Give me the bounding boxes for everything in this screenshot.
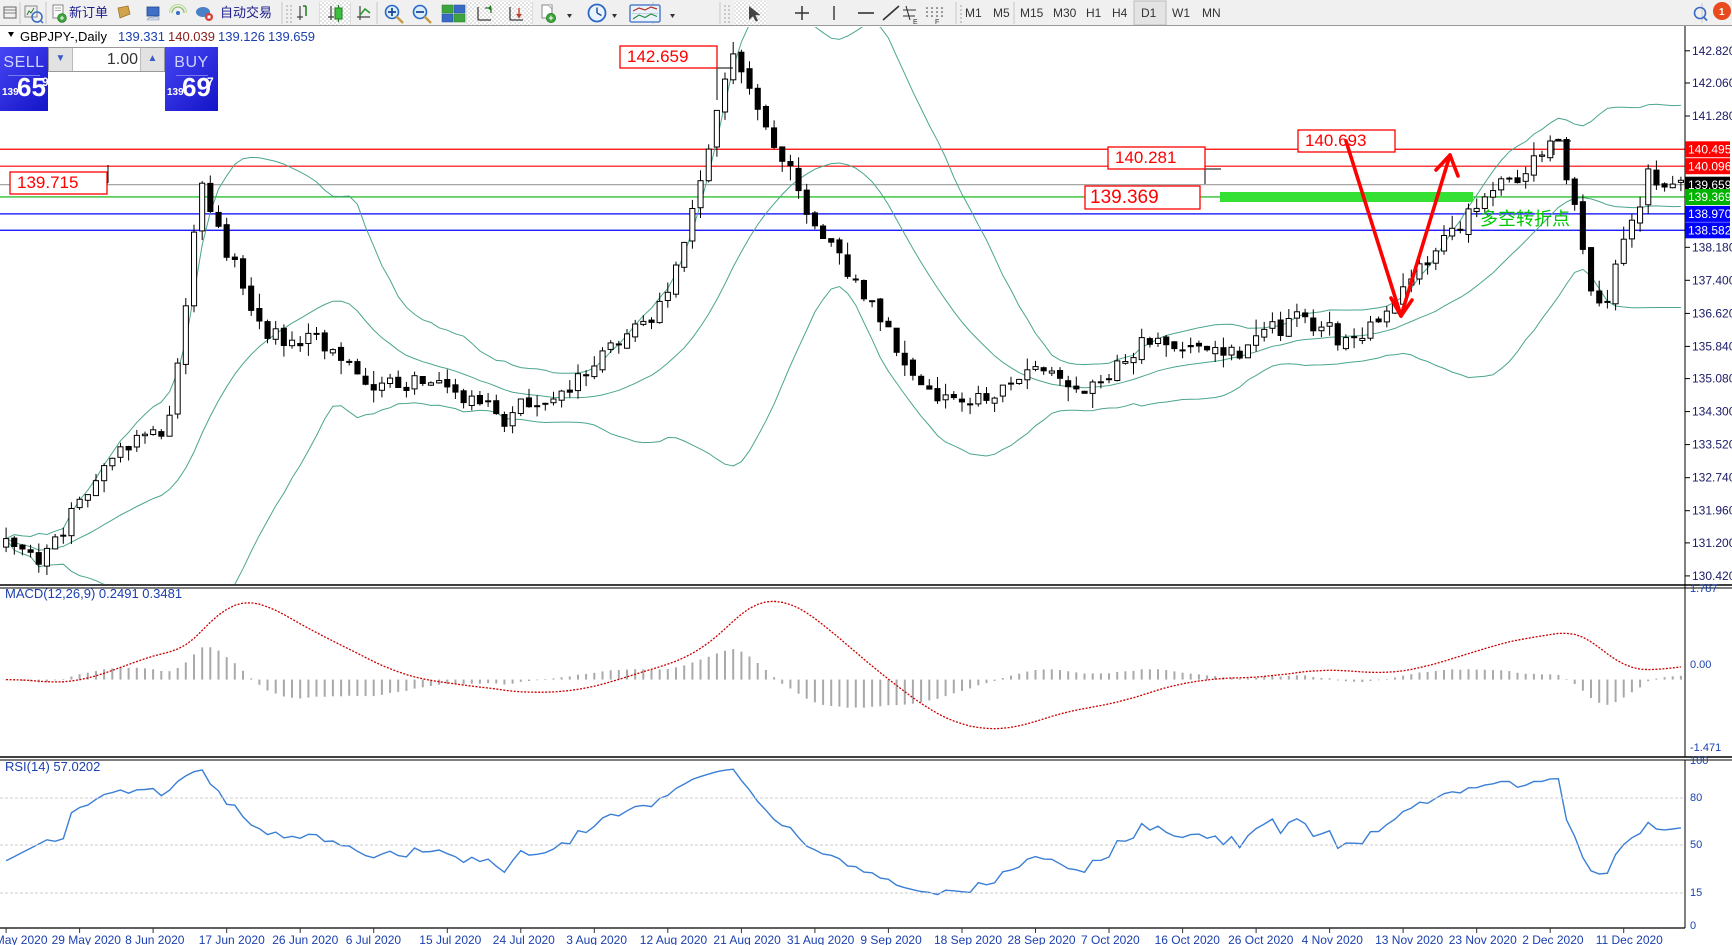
svg-text:-1.471: -1.471	[1690, 742, 1721, 754]
svg-text:9 Sep 2020: 9 Sep 2020	[860, 933, 922, 945]
svg-text:多空转折点: 多空转折点	[1480, 209, 1570, 229]
svg-text:134.300: 134.300	[1692, 405, 1732, 419]
svg-text:140.693: 140.693	[1305, 131, 1366, 150]
svg-text:16 Oct 2020: 16 Oct 2020	[1155, 933, 1221, 945]
svg-text:131.960: 131.960	[1692, 504, 1732, 518]
svg-text:29 May 2020: 29 May 2020	[52, 933, 122, 945]
svg-text:138.582: 138.582	[1688, 224, 1732, 238]
svg-text:20 May 2020: 20 May 2020	[0, 933, 48, 945]
svg-text:142.060: 142.060	[1692, 76, 1732, 90]
svg-text:11 Dec 2020: 11 Dec 2020	[1596, 933, 1663, 945]
svg-text:138.970: 138.970	[1688, 207, 1732, 221]
svg-text:28 Sep 2020: 28 Sep 2020	[1008, 933, 1076, 945]
svg-text:139.331: 139.331	[118, 29, 165, 44]
svg-text:140.281: 140.281	[1115, 148, 1176, 167]
svg-text:4 Nov 2020: 4 Nov 2020	[1302, 933, 1364, 945]
svg-text:50: 50	[1690, 839, 1702, 851]
svg-text:18 Sep 2020: 18 Sep 2020	[934, 933, 1002, 945]
svg-text:3 Aug 2020: 3 Aug 2020	[566, 933, 627, 945]
svg-text:21 Aug 2020: 21 Aug 2020	[713, 933, 781, 945]
svg-text:139.369: 139.369	[1090, 187, 1159, 208]
svg-text:141.280: 141.280	[1692, 109, 1732, 123]
svg-text:6 Jul 2020: 6 Jul 2020	[346, 933, 402, 945]
svg-text:2 Dec 2020: 2 Dec 2020	[1522, 933, 1584, 945]
svg-text:1.787: 1.787	[1690, 583, 1718, 595]
svg-text:13 Nov 2020: 13 Nov 2020	[1375, 933, 1443, 945]
svg-text:136.620: 136.620	[1692, 306, 1732, 320]
svg-text:12 Aug 2020: 12 Aug 2020	[640, 933, 708, 945]
svg-text:137.400: 137.400	[1692, 273, 1732, 287]
svg-text:140.096: 140.096	[1688, 159, 1732, 173]
svg-text:132.740: 132.740	[1692, 471, 1732, 485]
svg-text:31 Aug 2020: 31 Aug 2020	[787, 933, 855, 945]
svg-text:135.080: 135.080	[1692, 372, 1732, 386]
svg-text:23 Nov 2020: 23 Nov 2020	[1449, 933, 1517, 945]
svg-text:8 Jun 2020: 8 Jun 2020	[125, 933, 185, 945]
svg-text:139.369: 139.369	[1688, 190, 1732, 204]
svg-text:7 Oct 2020: 7 Oct 2020	[1081, 933, 1140, 945]
svg-text:80: 80	[1690, 792, 1702, 804]
svg-text:100: 100	[1690, 755, 1708, 767]
svg-text:130.420: 130.420	[1692, 569, 1732, 583]
svg-text:26 Jun 2020: 26 Jun 2020	[272, 933, 338, 945]
svg-text:MACD(12,26,9) 0.2491 0.3481: MACD(12,26,9) 0.2491 0.3481	[5, 586, 182, 601]
svg-text:139.659: 139.659	[268, 29, 315, 44]
svg-text:15: 15	[1690, 887, 1702, 899]
svg-text:138.180: 138.180	[1692, 240, 1732, 254]
svg-text:0: 0	[1690, 920, 1696, 932]
svg-text:0.00: 0.00	[1690, 659, 1711, 671]
svg-text:26 Oct 2020: 26 Oct 2020	[1228, 933, 1294, 945]
svg-text:139.126: 139.126	[218, 29, 265, 44]
svg-text:142.820: 142.820	[1692, 44, 1732, 58]
svg-text:GBPJPY-,Daily: GBPJPY-,Daily	[20, 29, 107, 44]
svg-text:135.840: 135.840	[1692, 339, 1732, 353]
svg-text:24 Jul 2020: 24 Jul 2020	[493, 933, 555, 945]
svg-text:142.659: 142.659	[627, 47, 688, 66]
svg-text:133.520: 133.520	[1692, 438, 1732, 452]
svg-text:17 Jun 2020: 17 Jun 2020	[199, 933, 265, 945]
svg-text:131.200: 131.200	[1692, 536, 1732, 550]
svg-text:15 Jul 2020: 15 Jul 2020	[419, 933, 481, 945]
svg-text:RSI(14) 57.0202: RSI(14) 57.0202	[5, 759, 100, 774]
svg-text:140.495: 140.495	[1688, 143, 1732, 157]
svg-text:139.715: 139.715	[17, 173, 78, 192]
svg-text:140.039: 140.039	[168, 29, 215, 44]
